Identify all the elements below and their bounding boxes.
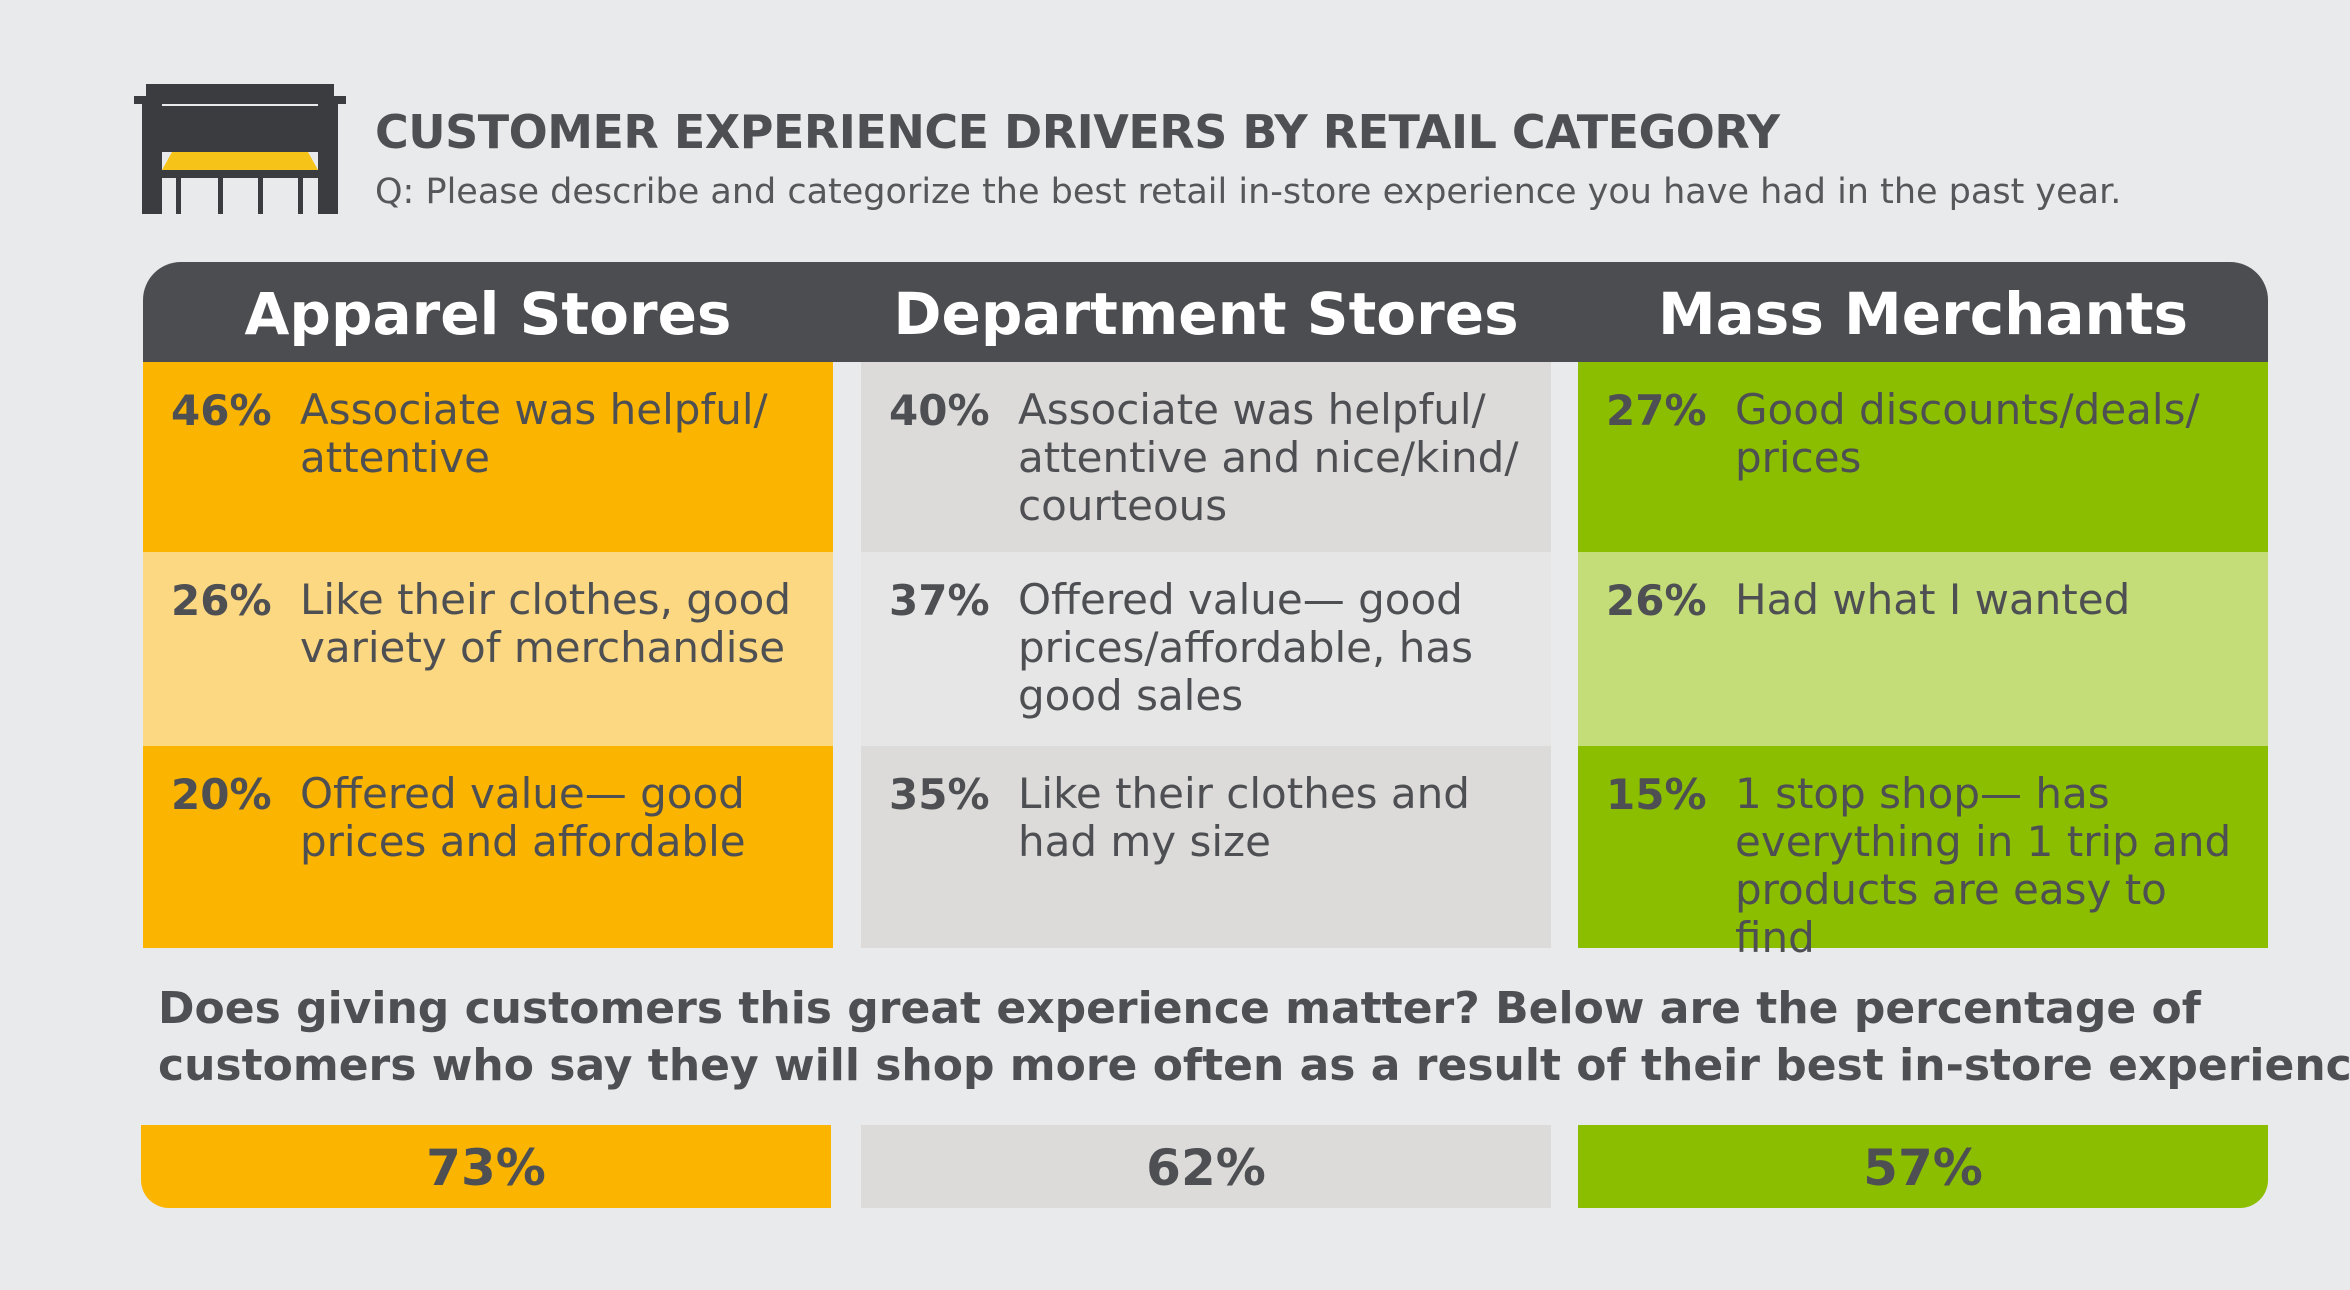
table-cell-mass-2: 26% Had what I wanted [1578, 552, 2268, 746]
cell-text: 1 stop shop— has everything in 1 trip an… [1735, 769, 2232, 962]
shop-more-apparel: 73% [141, 1125, 831, 1208]
table-cell-department-3: 35% Like their clothes and had my size [861, 746, 1551, 948]
cell-text: Offered value— good prices/affordable, h… [1018, 575, 1473, 720]
page-title: CUSTOMER EXPERIENCE DRIVERS BY RETAIL CA… [375, 105, 1780, 159]
column-header-mass: Mass Merchants [1657, 280, 2189, 348]
shop-more-mass: 57% [1578, 1125, 2268, 1208]
table-cell-mass-3: 15% 1 stop shop— has everything in 1 tri… [1578, 746, 2268, 962]
cell-percent: 26% [1606, 576, 1707, 625]
column-header-department: Department Stores [893, 280, 1519, 348]
cell-percent: 15% [1606, 770, 1707, 819]
table-header: Apparel Stores Department Stores Mass Me… [143, 262, 2268, 362]
cell-percent: 40% [889, 386, 990, 435]
table-cell-department-1: 40% Associate was helpful/ attentive and… [861, 362, 1551, 552]
cell-percent: 20% [171, 770, 272, 819]
cell-percent: 46% [171, 386, 272, 435]
question-text: Does giving customers this great experie… [158, 980, 2350, 1094]
cell-text: Associate was helpful/ attentive and nic… [1018, 385, 1519, 530]
cell-percent: 26% [171, 576, 272, 625]
table-cell-department-2: 37% Offered value— good prices/affordabl… [861, 552, 1551, 746]
cell-text: Like their clothes, good variety of merc… [300, 575, 791, 672]
cell-percent: 27% [1606, 386, 1707, 435]
cell-text: Offered value— good prices and affordabl… [300, 769, 746, 866]
cell-percent: 35% [889, 770, 990, 819]
question-line-2: customers who say they will shop more of… [158, 1040, 2350, 1091]
storefront-icon [132, 80, 348, 218]
shop-more-department: 62% [861, 1125, 1551, 1208]
page-subtitle: Q: Please describe and categorize the be… [375, 172, 2122, 212]
table-cell-apparel-2: 26% Like their clothes, good variety of … [143, 552, 833, 746]
cell-percent: 37% [889, 576, 990, 625]
cell-text: Like their clothes and had my size [1018, 769, 1470, 866]
table-cell-apparel-1: 46% Associate was helpful/ attentive [143, 362, 833, 552]
column-header-apparel: Apparel Stores [244, 280, 732, 348]
cell-text: Had what I wanted [1735, 575, 2131, 624]
drivers-table: Apparel Stores Department Stores Mass Me… [143, 262, 2268, 962]
cell-text: Associate was helpful/ attentive [300, 385, 768, 482]
cell-text: Good discounts/deals/ prices [1735, 385, 2200, 482]
question-line-1: Does giving customers this great experie… [158, 983, 2201, 1034]
table-cell-apparel-3: 20% Offered value— good prices and affor… [143, 746, 833, 948]
table-cell-mass-1: 27% Good discounts/deals/ prices [1578, 362, 2268, 552]
